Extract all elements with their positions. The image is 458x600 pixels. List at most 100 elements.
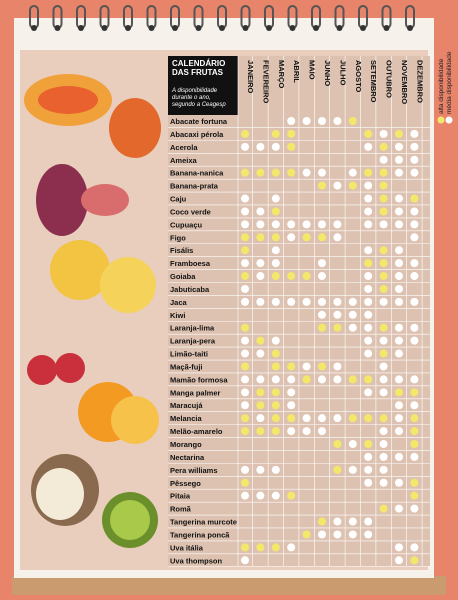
month-label: JUNHO <box>323 60 332 86</box>
availability-dot <box>395 220 403 229</box>
availability-dot <box>410 375 419 384</box>
availability-dot <box>364 452 373 461</box>
availability-dot <box>287 414 296 423</box>
fruit-name: Nectarina <box>170 453 205 462</box>
availability-dot <box>271 220 280 229</box>
fruit-name: Abacate fortuna <box>170 117 228 126</box>
fruit-name: Banana-prata <box>170 182 219 191</box>
availability-dot <box>256 401 265 410</box>
availability-dot <box>333 220 342 229</box>
fruit-name: Manga palmer <box>170 388 221 397</box>
availability-dot <box>241 220 249 229</box>
availability-dot <box>241 414 249 423</box>
availability-dot <box>348 181 357 190</box>
availability-dot <box>302 168 311 177</box>
availability-dot <box>364 349 373 358</box>
availability-dot <box>287 427 296 436</box>
availability-dot <box>241 142 249 151</box>
availability-dot <box>287 388 296 397</box>
availability-dot <box>348 168 357 177</box>
availability-dot <box>410 504 419 513</box>
availability-dot <box>410 233 419 242</box>
availability-dot <box>410 401 419 410</box>
availability-dot <box>395 129 403 138</box>
ring-hole <box>219 25 225 31</box>
ring-hole <box>54 25 61 31</box>
availability-dot <box>271 465 280 474</box>
availability-dot <box>318 181 326 190</box>
fruit-name: Uva thompson <box>170 556 223 565</box>
availability-dot <box>241 272 249 281</box>
availability-dot <box>395 414 403 423</box>
availability-dot <box>318 427 326 436</box>
availability-dot <box>333 323 342 332</box>
ring-hole <box>101 25 108 31</box>
fruit-name: Melão-amarelo <box>170 427 223 436</box>
availability-dot <box>241 401 249 410</box>
availability-dot <box>241 336 249 345</box>
availability-dot <box>364 478 373 487</box>
availability-dot <box>364 414 373 423</box>
availability-dot <box>241 297 249 306</box>
availability-dot <box>410 440 419 448</box>
availability-dot <box>379 452 388 461</box>
availability-dot <box>379 375 388 384</box>
availability-dot <box>287 233 296 242</box>
availability-dot <box>364 388 373 397</box>
availability-dot <box>364 530 373 539</box>
availability-dot <box>241 543 249 552</box>
fruit-name: Limão-taiti <box>170 350 208 359</box>
availability-dot <box>271 142 280 151</box>
availability-dot <box>410 452 419 461</box>
availability-dot <box>395 246 403 255</box>
availability-dot <box>241 168 249 177</box>
availability-dot <box>379 504 388 513</box>
availability-dot <box>241 284 249 293</box>
fruit-name: Cupuaçu <box>170 220 203 229</box>
availability-dot <box>379 272 388 281</box>
availability-dot <box>395 259 403 268</box>
ring-hole <box>31 25 37 31</box>
availability-dot <box>271 336 280 345</box>
availability-dot <box>410 323 419 332</box>
availability-dot <box>395 349 403 358</box>
availability-dot <box>256 142 265 151</box>
availability-dot <box>271 375 280 384</box>
availability-dot <box>379 168 388 177</box>
availability-dot <box>302 530 311 539</box>
availability-dot <box>287 491 296 500</box>
availability-dot <box>256 233 265 242</box>
availability-dot <box>364 310 373 319</box>
availability-dot <box>287 362 296 371</box>
availability-dot <box>379 194 388 203</box>
availability-dot <box>256 543 265 552</box>
availability-dot <box>395 556 403 565</box>
availability-dot <box>287 129 296 138</box>
ring-hole <box>336 25 343 31</box>
availability-dot <box>379 181 388 190</box>
legend-dot <box>445 116 453 124</box>
fruit-name: Mamão formosa <box>170 375 228 384</box>
availability-dot <box>287 272 296 281</box>
availability-dot <box>241 362 249 371</box>
availability-dot <box>271 362 280 371</box>
month-label: SETEMBRO <box>369 60 378 103</box>
availability-dot <box>410 388 419 397</box>
availability-dot <box>395 284 403 293</box>
availability-dot <box>241 478 249 487</box>
availability-dot <box>271 401 280 410</box>
availability-dot <box>348 414 357 423</box>
legend-label: alta disponibilidade <box>438 58 445 114</box>
availability-dot <box>333 465 342 474</box>
legend-label: média disponibilidade <box>446 51 453 114</box>
availability-dot <box>318 220 326 229</box>
availability-dot <box>256 465 265 474</box>
availability-dot <box>241 194 249 203</box>
availability-dot <box>256 297 265 306</box>
availability-dot <box>364 297 373 306</box>
availability-dot <box>318 117 326 125</box>
availability-dot <box>395 168 403 177</box>
availability-dot <box>241 323 249 332</box>
availability-dot <box>241 375 249 384</box>
